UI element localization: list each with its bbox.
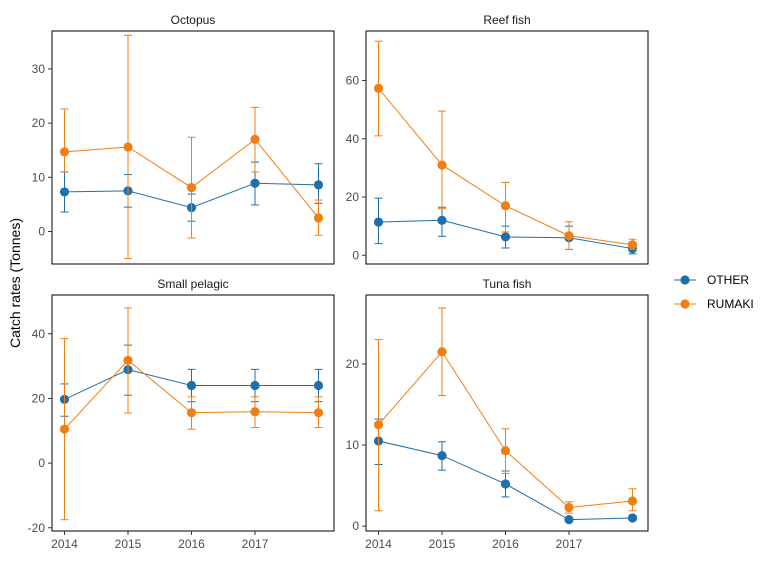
x-tick-label: 2014 bbox=[365, 537, 392, 551]
data-point bbox=[500, 201, 511, 211]
y-tick-label: 0 bbox=[38, 456, 45, 470]
data-point bbox=[313, 180, 324, 190]
data-point bbox=[186, 408, 197, 418]
x-tick-label: 2016 bbox=[178, 537, 205, 551]
data-point bbox=[250, 380, 260, 391]
x-tick-label: 2014 bbox=[51, 537, 78, 551]
data-point bbox=[313, 408, 324, 418]
legend: OTHER RUMAKI bbox=[674, 273, 754, 311]
data-point bbox=[437, 215, 447, 225]
data-point bbox=[437, 450, 447, 461]
panel-reef-fish: Reef fish 0 20 40 60 bbox=[346, 13, 649, 265]
data-point bbox=[373, 83, 384, 93]
data-point bbox=[123, 142, 133, 152]
y-tick-label: 10 bbox=[32, 170, 46, 184]
data-point bbox=[59, 187, 70, 197]
data-point bbox=[564, 231, 574, 241]
data-point bbox=[373, 217, 384, 227]
x-tick-label: 2017 bbox=[556, 537, 583, 551]
data-point bbox=[313, 213, 324, 223]
y-axis-label: Catch rates (Tonnes) bbox=[7, 218, 23, 348]
y-tick-label: 30 bbox=[32, 62, 46, 76]
data-point bbox=[250, 178, 260, 188]
panel-title: Reef fish bbox=[483, 13, 530, 27]
panel-title: Octopus bbox=[171, 13, 216, 27]
data-point bbox=[500, 232, 511, 242]
x-tick-label: 2017 bbox=[242, 537, 269, 551]
panel-frame bbox=[365, 294, 649, 532]
panel-octopus: Octopus 0 10 20 30 bbox=[32, 13, 335, 265]
data-point bbox=[564, 502, 574, 513]
y-tick-label: 40 bbox=[32, 327, 46, 341]
data-point bbox=[186, 182, 197, 193]
data-point bbox=[59, 424, 70, 434]
y-tick-label: 40 bbox=[346, 132, 360, 146]
x-tick-label: 2015 bbox=[429, 537, 456, 551]
data-point bbox=[186, 380, 197, 391]
y-tick-label: 10 bbox=[346, 438, 360, 452]
panel-tuna-fish: Tuna fish 0 10 20 2014 2015 2016 2017 bbox=[346, 277, 649, 551]
y-tick-label: 60 bbox=[346, 74, 360, 88]
data-point bbox=[437, 347, 447, 357]
data-point bbox=[59, 147, 70, 157]
panel-frame bbox=[365, 30, 649, 265]
legend-label: OTHER bbox=[707, 273, 749, 287]
panel-frame bbox=[51, 294, 335, 532]
data-point bbox=[627, 513, 638, 523]
y-tick-label: 20 bbox=[346, 357, 360, 371]
data-point bbox=[564, 515, 574, 525]
series-rumaki bbox=[59, 34, 324, 260]
y-tick-label: 0 bbox=[38, 224, 45, 238]
legend-entry-other: OTHER bbox=[674, 273, 749, 287]
legend-label: RUMAKI bbox=[707, 297, 754, 311]
panel-small-pelagic: Small pelagic -20 0 20 40 2014 2015 2016 2017 bbox=[28, 277, 335, 551]
y-tick-label: 0 bbox=[352, 519, 359, 533]
x-tick-label: 2015 bbox=[115, 537, 142, 551]
data-point bbox=[313, 380, 324, 391]
panel-title: Small pelagic bbox=[157, 277, 228, 291]
legend-key-point bbox=[680, 299, 690, 309]
data-point bbox=[250, 407, 260, 417]
panels-layer: Octopus 0 10 20 30 Reef fish 0 20 40 60 Small pela… bbox=[28, 13, 649, 551]
series-rumaki bbox=[59, 307, 324, 521]
legend-key-point bbox=[680, 275, 690, 285]
y-tick-label: 20 bbox=[32, 391, 46, 405]
panel-frame bbox=[51, 30, 335, 265]
panel-title: Tuna fish bbox=[483, 277, 532, 291]
data-point bbox=[627, 496, 638, 506]
y-tick-label: -20 bbox=[28, 521, 46, 535]
legend-entry-rumaki: RUMAKI bbox=[674, 297, 754, 311]
series-rumaki bbox=[373, 307, 638, 514]
data-point bbox=[123, 355, 133, 365]
data-point bbox=[250, 134, 260, 144]
series-rumaki bbox=[373, 40, 638, 250]
data-point bbox=[373, 420, 384, 430]
data-point bbox=[627, 240, 638, 250]
data-point bbox=[500, 479, 511, 489]
data-point bbox=[500, 446, 511, 456]
data-point bbox=[437, 160, 447, 170]
y-tick-label: 20 bbox=[346, 190, 360, 204]
y-tick-label: 20 bbox=[32, 116, 46, 130]
y-tick-label: 0 bbox=[352, 248, 359, 262]
x-tick-label: 2016 bbox=[492, 537, 519, 551]
